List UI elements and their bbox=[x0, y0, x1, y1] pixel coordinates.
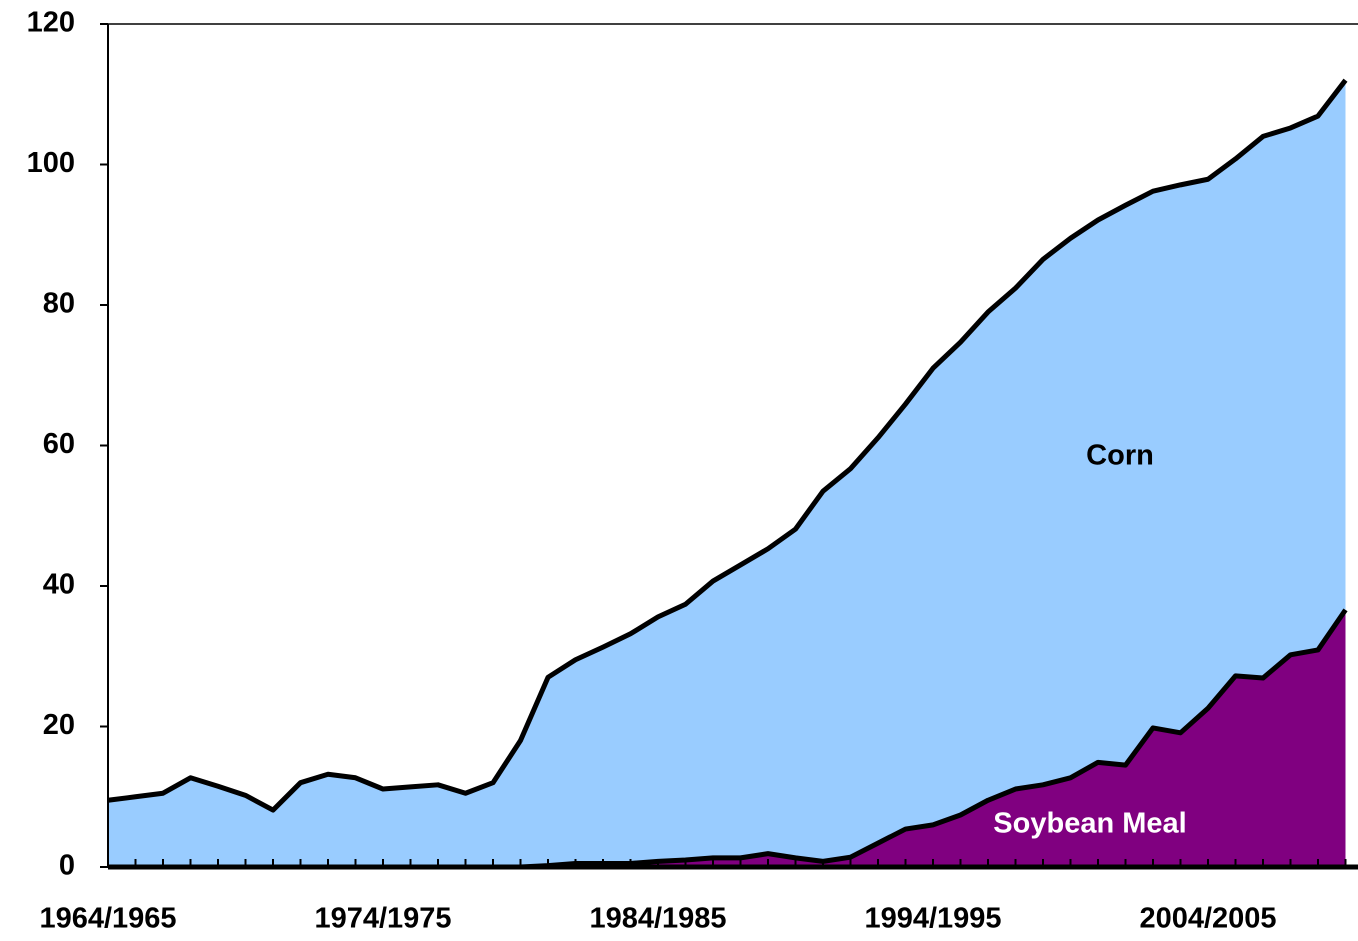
y-tick-label: 120 bbox=[27, 7, 75, 39]
y-tick-label: 0 bbox=[59, 850, 75, 882]
x-tick-label: 2004/2005 bbox=[1139, 903, 1276, 935]
y-tick-label: 100 bbox=[27, 147, 75, 179]
area-outline bbox=[107, 78, 1348, 813]
y-tick-label: 20 bbox=[43, 709, 75, 741]
y-tick-label: 80 bbox=[43, 288, 75, 320]
area bbox=[108, 609, 1346, 867]
y-tick-label: 40 bbox=[43, 569, 75, 601]
x-tick-label: 1974/1975 bbox=[314, 903, 451, 935]
x-tick-label: 1994/1995 bbox=[864, 903, 1001, 935]
area bbox=[108, 80, 1346, 867]
y-tick-label: 60 bbox=[43, 428, 75, 460]
series-label: Soybean Meal bbox=[993, 808, 1186, 840]
x-tick-label: 1964/1965 bbox=[39, 903, 176, 935]
series-label: Corn bbox=[1086, 440, 1154, 472]
x-tick-label: 1984/1985 bbox=[589, 903, 726, 935]
